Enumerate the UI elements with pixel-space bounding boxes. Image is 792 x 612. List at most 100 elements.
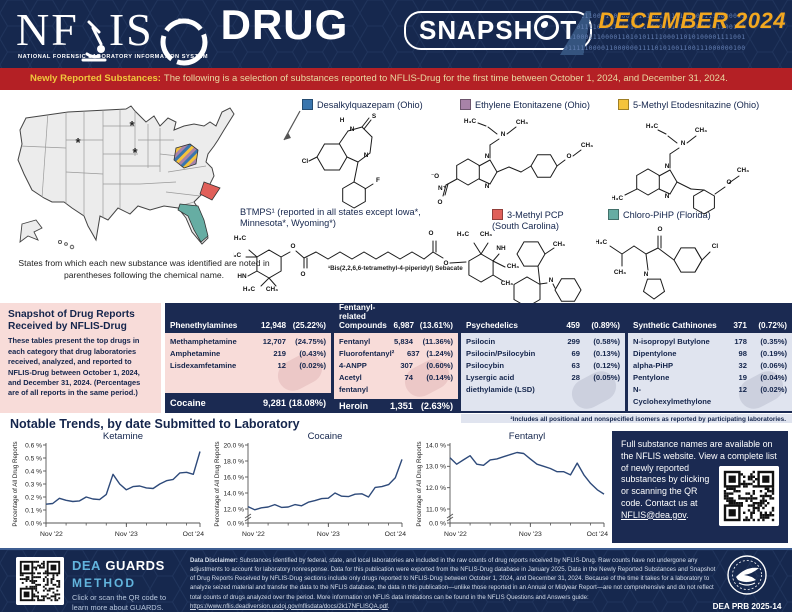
drug-name: N-isopropyl Butylone [633, 337, 710, 346]
drug-percent: (1.24%) [426, 349, 453, 358]
etodesnitazine-structure: H₃C H₃C N CH₃ N N O CH₃ [612, 123, 749, 215]
drug-name: 4-ANPP [339, 361, 367, 370]
svg-text:Nov '23: Nov '23 [115, 531, 138, 538]
table-row: N-isopropyl Butylone 178 (0.35%) [633, 336, 787, 348]
svg-text:N: N [364, 152, 369, 159]
email-link[interactable]: NFLIS@dea.gov [621, 509, 687, 520]
svg-text:CH₃: CH₃ [614, 269, 626, 276]
state-south-carolina [199, 181, 221, 201]
state-ohio [173, 143, 199, 169]
svg-text:CH₃: CH₃ [501, 280, 513, 287]
svg-text:Oct '24: Oct '24 [183, 531, 204, 538]
y-axis-label: Percentage of All Drug Reports [416, 441, 423, 526]
table-body: N-isopropyl Butylone 178 (0.35%) Dipentylon… [628, 333, 792, 411]
drug-percent: (2.63%) [420, 401, 453, 411]
table-row: Amphetamine 219 (0.43%) [170, 348, 326, 360]
snapshot-body: These tables present the top drugs in ea… [8, 336, 141, 398]
chart-title: Ketamine [103, 431, 143, 442]
guards-qr-code[interactable] [16, 557, 64, 612]
svg-text:O: O [727, 179, 732, 186]
banner-lead: Newly Reported Substances: [30, 73, 161, 84]
category-count: 459 [566, 321, 580, 330]
us-map: * * * [17, 105, 235, 250]
drug-percent: (0.02%) [299, 361, 326, 370]
disclaimer-link[interactable]: https://www.nflis.deadiversion.usdoj.gov… [190, 602, 388, 610]
trend-chart-ketamine: Ketamine Percentage of All Drug Reports 0.… [8, 429, 204, 550]
svg-text:O: O [429, 230, 434, 237]
svg-text:0.0 %: 0.0 % [25, 520, 42, 527]
category-percent: (0.72%) [758, 321, 787, 330]
svg-text:0.6 %: 0.6 % [25, 442, 42, 449]
btmps-footnote: ¹Bis(2,2,6,6-tetramethyl-4-piperidyl) Se… [328, 265, 463, 272]
drug-percent: (0.58%) [593, 337, 620, 346]
drug-percent: (0.05%) [593, 373, 620, 382]
svg-text:S: S [372, 113, 377, 120]
guards-dea-label: DEA [72, 558, 101, 573]
guards-block: DEA GUARDS METHOD Click or scan the QR c… [16, 557, 184, 612]
drug-count: 63 [571, 361, 580, 370]
disclaimer-text: Substances identified by federal, state,… [190, 557, 716, 601]
snapshot-intro-box: Snapshot of Drug Reports Received by NFL… [0, 303, 161, 413]
table-row: alpha-PiHP 32 (0.06%) [633, 360, 787, 372]
table-row: Lisdexamfetamine 12 (0.02%) [170, 360, 326, 372]
svg-text:16.0 %: 16.0 % [223, 474, 244, 481]
table-header: Phenethylamines 12,948 (25.22%) [165, 303, 331, 333]
svg-text:H₃C: H₃C [457, 231, 470, 238]
svg-text:12.0 %: 12.0 % [425, 485, 446, 492]
map-asterisks: * * * [75, 118, 138, 160]
svg-text:N: N [501, 131, 506, 138]
asterisk-mark: * [132, 145, 138, 160]
y-axis-label: Percentage of All Drug Reports [12, 441, 19, 526]
drug-percent: (11.36%) [422, 337, 453, 346]
lens-ring-icon: DEA [160, 18, 208, 66]
drug-name: N-Cyclohexylmethylone [633, 385, 712, 406]
trends-title: Notable Trends, by date Submitted to Lab… [10, 417, 300, 431]
table-body: Fentanyl 5,834 (11.36%) Fluorofentanyl² 637 (… [334, 333, 458, 403]
legend-color-swatch [302, 99, 313, 110]
drug-count: 12,707 [262, 337, 286, 346]
footer-bar: DEA GUARDS METHOD Click or scan the QR c… [0, 548, 792, 612]
table-row: Fentanyl 5,834 (11.36%) [339, 336, 453, 348]
drug-count: 12 [277, 361, 286, 370]
svg-text:14.0 %: 14.0 % [223, 490, 244, 497]
tables-footnote: ²Includes all positional and nonspecifie… [461, 414, 792, 423]
svg-text:11.0 %: 11.0 % [426, 506, 446, 513]
svg-text:N: N [549, 277, 554, 284]
nflis-logo: NF IS DEA DRUG [16, 1, 348, 66]
drug-count: 98 [738, 349, 747, 358]
svg-text:O: O [291, 243, 296, 250]
drug-category-table: Psychedelics 459 (0.89%) Psilocin 299 (0.58%)… [461, 303, 625, 411]
badge-o-icon [534, 15, 560, 40]
issue-date: DECEMBER 2024 [598, 8, 786, 33]
seal-block: DEA PRB 2025-14 [712, 554, 782, 611]
btmps-structure: H₃C H₃C HN H₃C CH₃ O O O O NH CH₃ CH₃ H₃C CH₃ [233, 230, 519, 293]
svg-text:F: F [376, 177, 380, 184]
publication-number: DEA PRB 2025-14 [712, 602, 782, 611]
svg-text:0.3 %: 0.3 % [25, 481, 42, 488]
drug-count: 12 [738, 385, 747, 394]
drug-name: Lisdexamfetamine [170, 361, 237, 370]
logo-letters-right: IS [108, 4, 154, 55]
svg-text:CH₃: CH₃ [266, 286, 278, 293]
y-axis-label: Percentage of All Drug Reports [214, 441, 221, 526]
right-tables-row: Psychedelics 459 (0.89%) Psilocin 299 (0.58%)… [461, 303, 792, 411]
svg-text:H₃C: H₃C [233, 252, 241, 259]
disclaimer-period: . [387, 602, 390, 610]
table-header: Synthetic Cathinones 371 (0.72%) [628, 303, 792, 333]
category-percent: (0.89%) [591, 321, 620, 330]
svg-text:N: N [350, 126, 355, 133]
svg-text:N: N [681, 140, 686, 147]
methyl-pcp-structure: CH₃ N [513, 241, 582, 308]
snapshot-badge: SNAPSH T [404, 11, 593, 50]
svg-text:N: N [485, 153, 490, 160]
legend-label: 5-Methyl Etodesnitazine (Ohio) [633, 100, 760, 110]
trend-chart-cocaine: Cocaine Percentage of All Drug Reports 12.… [210, 429, 406, 550]
drug-count: 28 [571, 373, 580, 382]
hexagon-pattern-footer [0, 550, 792, 612]
nflis-qr-code[interactable] [719, 465, 779, 530]
svg-text:0.5 %: 0.5 % [25, 455, 42, 462]
svg-text:Oct '24: Oct '24 [385, 531, 406, 538]
svg-text:Nov '22: Nov '22 [242, 531, 265, 538]
legend-label: 3-Methyl PCP (South Carolina) [492, 210, 564, 231]
